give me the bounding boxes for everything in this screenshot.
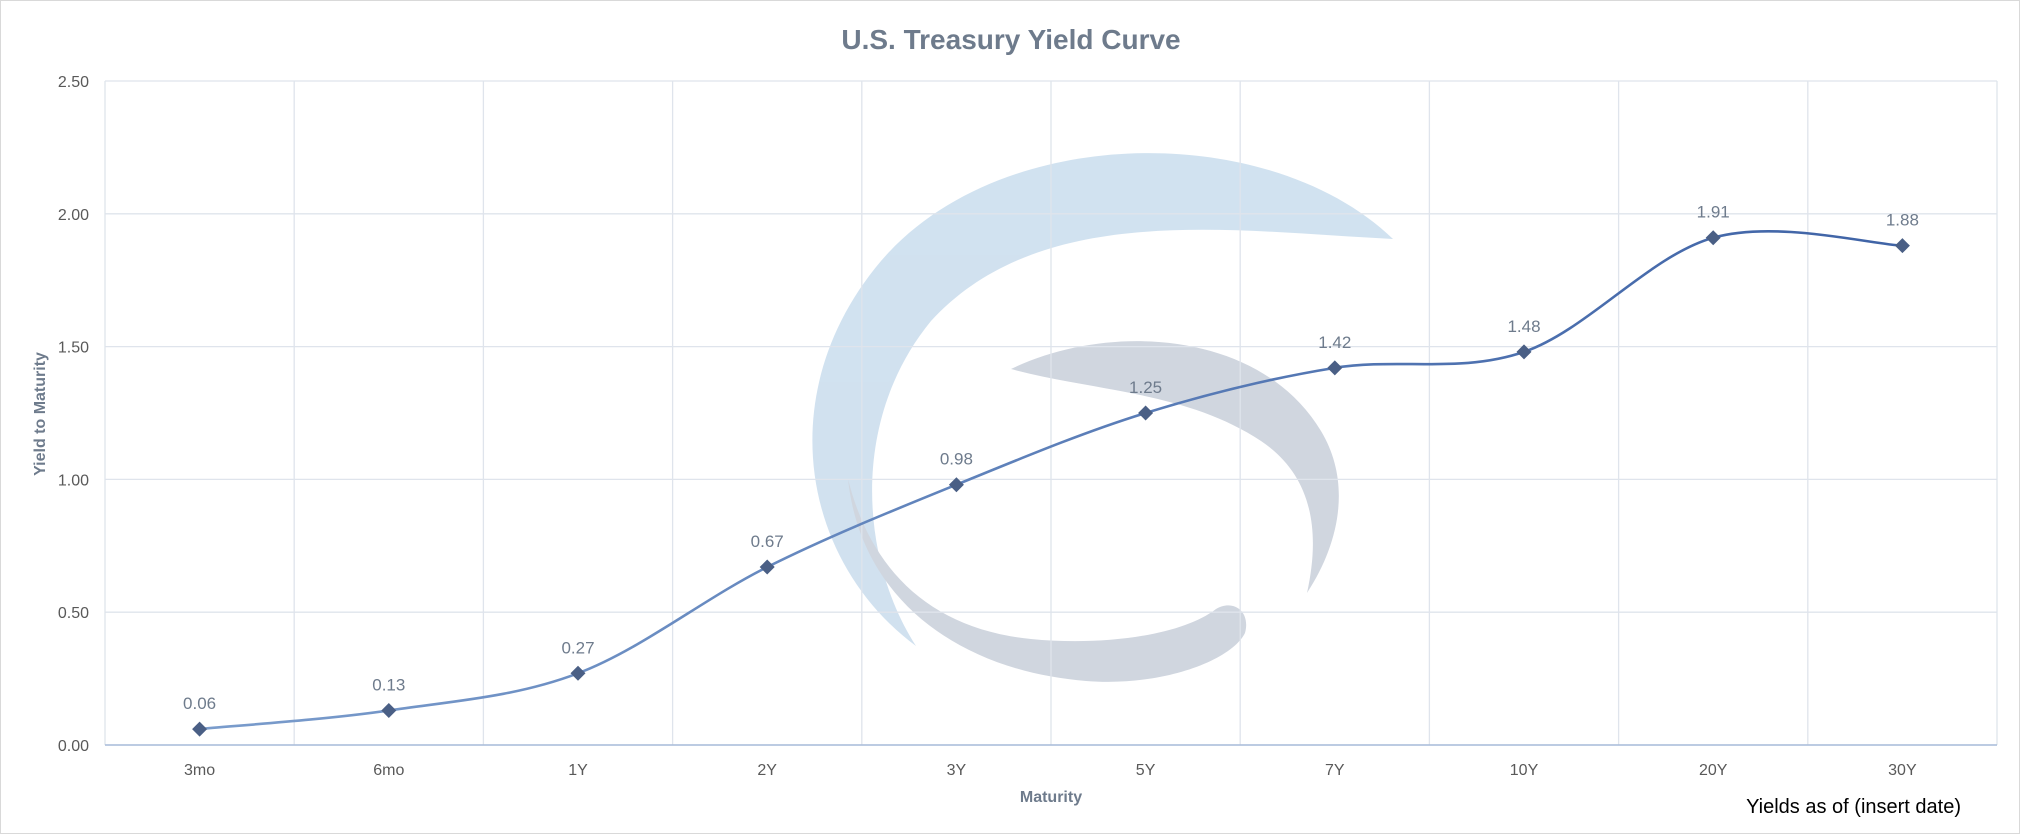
data-point-marker xyxy=(1705,230,1721,246)
data-labels: 0.06 0.13 0.27 0.67 0.98 1.25 1.42 1.48 1.91 1.88 xyxy=(183,203,1919,713)
data-point-marker xyxy=(759,559,775,575)
footnote-text: Yields as of (insert date) xyxy=(1746,796,1961,818)
watermark-logo xyxy=(812,153,1393,682)
x-tick-label: 3mo xyxy=(184,762,215,779)
x-axis-ticks: 3mo 6mo 1Y 2Y 3Y 5Y 7Y 10Y 20Y 30Y xyxy=(184,762,1917,779)
x-tick-label: 6mo xyxy=(373,762,404,779)
data-point-marker xyxy=(192,721,208,737)
data-point-marker xyxy=(381,702,397,718)
y-tick-label: 2.50 xyxy=(58,74,89,91)
data-label: 1.42 xyxy=(1318,333,1351,352)
data-label: 1.48 xyxy=(1507,317,1540,336)
x-tick-label: 20Y xyxy=(1699,762,1728,779)
data-label: 0.67 xyxy=(751,532,784,551)
x-tick-label: 2Y xyxy=(757,762,777,779)
y-tick-label: 1.00 xyxy=(58,472,89,489)
data-point-marker xyxy=(948,477,964,493)
data-label: 0.98 xyxy=(940,450,973,469)
x-tick-label: 10Y xyxy=(1510,762,1539,779)
data-point-marker xyxy=(1516,344,1532,360)
data-label: 0.27 xyxy=(561,638,594,657)
series-line-group xyxy=(199,230,1903,731)
data-label: 0.13 xyxy=(372,675,405,694)
data-markers xyxy=(192,230,1910,737)
y-axis-title: Yield to Maturity xyxy=(32,352,49,476)
data-point-marker xyxy=(570,665,586,681)
y-tick-label: 0.00 xyxy=(58,738,89,755)
watermark-blue-arc xyxy=(812,153,1393,646)
data-point-marker xyxy=(1327,360,1343,376)
y-tick-label: 2.00 xyxy=(58,207,89,224)
data-point-marker xyxy=(1138,405,1154,421)
x-tick-label: 7Y xyxy=(1325,762,1345,779)
watermark-gray-arc-top xyxy=(1011,341,1339,593)
data-label: 0.06 xyxy=(183,694,216,713)
watermark-gray-arc-bottom xyxy=(848,479,1247,682)
data-label: 1.25 xyxy=(1129,378,1162,397)
x-tick-label: 30Y xyxy=(1888,762,1917,779)
series-line xyxy=(199,230,1903,731)
y-axis-ticks: 0.00 0.50 1.00 1.50 2.00 2.50 xyxy=(58,74,89,755)
data-point-marker xyxy=(1894,238,1910,254)
data-label: 1.91 xyxy=(1697,203,1730,222)
y-tick-label: 1.50 xyxy=(58,340,89,357)
y-tick-label: 0.50 xyxy=(58,605,89,622)
x-tick-label: 5Y xyxy=(1136,762,1156,779)
x-tick-label: 3Y xyxy=(947,762,967,779)
chart-title: U.S. Treasury Yield Curve xyxy=(841,24,1180,55)
data-label: 1.88 xyxy=(1886,211,1919,230)
x-axis-title: Maturity xyxy=(1020,789,1082,806)
x-tick-label: 1Y xyxy=(568,762,588,779)
gridlines xyxy=(104,80,1998,746)
